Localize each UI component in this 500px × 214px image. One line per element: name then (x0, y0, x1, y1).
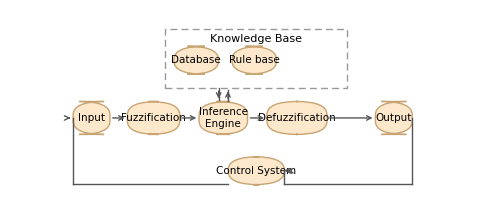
Text: Input: Input (78, 113, 105, 123)
FancyBboxPatch shape (128, 101, 180, 134)
FancyBboxPatch shape (267, 101, 327, 134)
Text: Inference
Engine: Inference Engine (199, 107, 248, 129)
Text: Database: Database (172, 55, 221, 65)
Text: Defuzzification: Defuzzification (258, 113, 336, 123)
FancyBboxPatch shape (376, 101, 412, 134)
FancyBboxPatch shape (199, 101, 248, 134)
Bar (165, 29, 348, 88)
FancyBboxPatch shape (232, 46, 276, 74)
FancyBboxPatch shape (174, 46, 218, 74)
Text: Rule base: Rule base (229, 55, 280, 65)
Text: Control System: Control System (216, 166, 296, 176)
FancyBboxPatch shape (73, 101, 110, 134)
Text: Fuzzification: Fuzzification (121, 113, 186, 123)
FancyBboxPatch shape (228, 157, 284, 185)
Text: Output: Output (376, 113, 412, 123)
Text: Knowledge Base: Knowledge Base (210, 34, 302, 44)
